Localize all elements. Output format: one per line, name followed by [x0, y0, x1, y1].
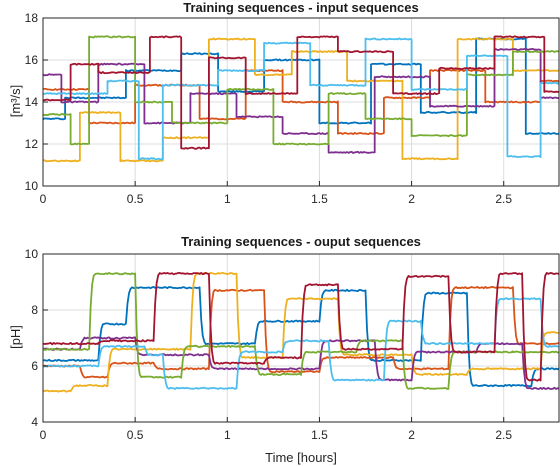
output-plot-xlabel: Time [hours]	[265, 450, 337, 465]
input-xtick-label: 1	[224, 192, 231, 206]
input-xtick-label: 0	[40, 192, 47, 206]
output-ytick-label: 6	[31, 359, 38, 373]
output-sequences-plot: Training sequences - ouput sequences [pH…	[8, 234, 560, 465]
input-xtick-label: 0.5	[127, 192, 144, 206]
input-plot-ticks: 0 0.5 1 1.5 2 2.5 10 12 14 16 18	[25, 11, 513, 206]
output-series-line-7	[42, 272, 560, 382]
output-xtick-label: 2.5	[495, 428, 512, 442]
input-series-line-7	[43, 35, 560, 150]
output-series-line-5	[42, 272, 560, 390]
output-series-line-2	[42, 286, 560, 379]
output-ytick-label: 4	[31, 415, 38, 429]
input-ytick-label: 18	[25, 11, 39, 25]
input-ytick-label: 10	[25, 179, 39, 193]
output-xtick-label: 1	[224, 428, 231, 442]
output-series-line-3	[42, 272, 560, 393]
input-series-line-2	[42, 69, 560, 135]
input-plot-title: Training sequences - input sequences	[183, 0, 419, 15]
output-ytick-label: 10	[25, 247, 39, 261]
input-xtick-label: 2	[408, 192, 415, 206]
input-ytick-label: 14	[25, 95, 39, 109]
input-plot-series	[42, 35, 560, 163]
input-series-line-1	[42, 37, 560, 135]
input-series-line-4	[42, 48, 560, 154]
input-sequences-plot: Training sequences - input sequences [m³…	[8, 0, 560, 206]
output-plot-title: Training sequences - ouput sequences	[181, 234, 421, 249]
input-plot-ylabel: [m³/s]	[8, 85, 23, 118]
output-xtick-label: 0.5	[127, 428, 144, 442]
input-plot-frame	[42, 17, 560, 187]
output-plot-frame	[42, 253, 560, 423]
output-plot-series	[42, 272, 560, 393]
output-xtick-label: 1.5	[311, 428, 328, 442]
input-series-line-6	[42, 37, 560, 161]
input-series-line-3	[42, 37, 560, 163]
input-ytick-label: 12	[25, 137, 39, 151]
output-plot-ylabel: [pH]	[8, 325, 23, 349]
output-xtick-label: 2	[408, 428, 415, 442]
input-ytick-label: 16	[25, 53, 39, 67]
input-xtick-label: 1.5	[311, 192, 328, 206]
input-series-line-5	[42, 35, 560, 146]
output-plot-ticks: 0 0.5 1 1.5 2 2.5 4 6 8 10	[25, 247, 513, 442]
input-xtick-label: 2.5	[495, 192, 512, 206]
output-xtick-label: 0	[40, 428, 47, 442]
output-ytick-label: 8	[31, 303, 38, 317]
